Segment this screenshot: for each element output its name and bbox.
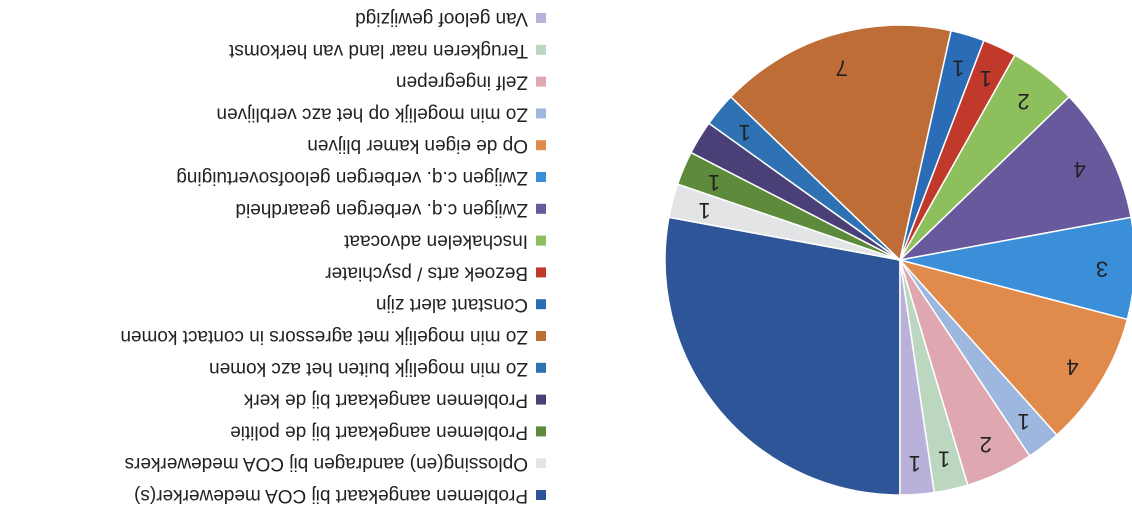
legend-swatch	[536, 299, 546, 310]
slice-label: 3	[1096, 257, 1108, 282]
slice-label: 1	[698, 198, 710, 223]
legend-swatch	[536, 267, 546, 278]
legend-swatch	[536, 458, 546, 469]
slice-label: 2	[980, 432, 992, 457]
legend-swatch	[536, 203, 546, 214]
legend-label: Zelf ingegrepen	[396, 72, 528, 93]
slice-label: 1	[938, 446, 950, 471]
slice-label: 7	[836, 56, 848, 81]
legend-swatch	[536, 140, 546, 151]
legend-swatch	[536, 76, 546, 87]
legend-label: Constant alert zijn	[376, 294, 528, 315]
legend-label: Zwijgen c.q. verbergen geaardheid	[235, 199, 528, 220]
slice-label: 1	[980, 66, 992, 91]
slice-label: 4	[1074, 157, 1086, 182]
legend-label: Zo min mogelijk met agressors in contact…	[120, 326, 528, 347]
legend-label: Problemen aangekaart bij de politie	[230, 421, 528, 442]
legend-swatch	[536, 331, 546, 341]
legend-label: Op de eigen kamer blijven	[307, 135, 528, 156]
pie-slice	[729, 24, 952, 262]
pie-slice	[897, 95, 1132, 262]
legend-label: Zwijgen c.q. verbergen geloofsovertuigin…	[176, 167, 528, 188]
legend-label: Problemen aangekaart bij COA medewerker(…	[134, 485, 528, 506]
legend-swatch	[536, 394, 546, 405]
slice-label: 1	[952, 56, 964, 81]
slice-label: 1	[909, 451, 921, 476]
slice-label: 1	[708, 170, 720, 195]
legend-label: Zo min mogelijk op het azc verblijven	[216, 103, 528, 124]
legend-swatch	[536, 13, 546, 23]
legend-label: Terugkeren naar land van herkomst	[228, 40, 528, 61]
slice-label: 2	[1017, 89, 1029, 114]
legend-swatch	[536, 172, 546, 182]
pie-slice	[664, 216, 901, 496]
legend-label: Bezoek arts / psychiater	[325, 262, 528, 283]
legend-label: Zo min mogelijk buiten het azc komen	[209, 358, 528, 379]
legend-swatch	[536, 426, 546, 437]
legend-swatch	[536, 235, 546, 246]
legend-swatch	[536, 362, 546, 373]
legend-swatch	[536, 490, 546, 500]
legend-label: Van geloof gewijzigd	[355, 8, 528, 29]
legend-label: Problemen aangekaart bij de kerk	[243, 390, 528, 411]
legend-label: Inschakelen advocaat	[343, 231, 528, 252]
pie-slice	[899, 259, 936, 496]
legend-swatch	[536, 44, 546, 55]
legend-label: Oplossing(en) aandragen bij COA medewerk…	[125, 453, 528, 474]
slice-label: 1	[1017, 409, 1029, 434]
legend-swatch	[536, 108, 546, 119]
pie-slice	[899, 216, 1132, 321]
pie-slice	[897, 258, 1129, 437]
slice-label: 1	[739, 120, 751, 145]
slice-label: 4	[1066, 354, 1078, 379]
